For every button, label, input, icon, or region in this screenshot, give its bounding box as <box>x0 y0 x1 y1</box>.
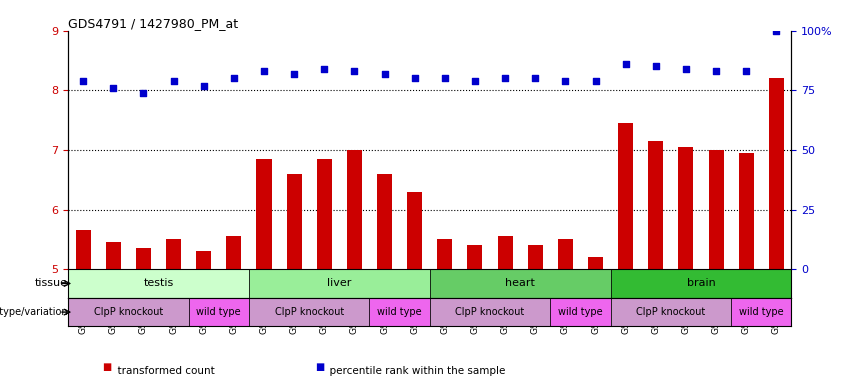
Text: percentile rank within the sample: percentile rank within the sample <box>323 366 505 376</box>
FancyBboxPatch shape <box>369 298 430 326</box>
Bar <box>437 239 453 269</box>
Text: ClpP knockout: ClpP knockout <box>94 307 163 317</box>
Point <box>288 71 301 77</box>
Bar <box>528 245 543 269</box>
FancyBboxPatch shape <box>248 298 369 326</box>
Point <box>679 66 693 72</box>
Text: brain: brain <box>687 278 716 288</box>
Bar <box>407 192 422 269</box>
Bar <box>709 150 723 269</box>
FancyBboxPatch shape <box>610 298 731 326</box>
Bar <box>618 123 633 269</box>
Bar <box>648 141 663 269</box>
Bar <box>106 242 121 269</box>
FancyBboxPatch shape <box>68 298 189 326</box>
Point <box>438 75 452 81</box>
Point <box>197 83 210 89</box>
Bar <box>678 147 694 269</box>
Point <box>408 75 421 81</box>
FancyBboxPatch shape <box>248 269 430 298</box>
Bar <box>76 230 91 269</box>
Point <box>106 85 120 91</box>
Point <box>347 68 361 74</box>
Text: liver: liver <box>327 278 351 288</box>
FancyBboxPatch shape <box>731 298 791 326</box>
Point <box>740 68 753 74</box>
Point <box>137 89 151 96</box>
Point <box>227 75 241 81</box>
Bar <box>347 150 362 269</box>
Point <box>528 75 542 81</box>
Text: wild type: wild type <box>558 307 603 317</box>
Bar <box>166 239 181 269</box>
FancyBboxPatch shape <box>610 269 791 298</box>
Text: testis: testis <box>143 278 174 288</box>
Text: ■: ■ <box>102 362 111 372</box>
Point <box>167 78 180 84</box>
FancyBboxPatch shape <box>430 298 551 326</box>
Text: GDS4791 / 1427980_PM_at: GDS4791 / 1427980_PM_at <box>68 17 238 30</box>
Point <box>558 78 572 84</box>
Bar <box>588 257 603 269</box>
Bar <box>467 245 483 269</box>
FancyBboxPatch shape <box>430 269 610 298</box>
Text: wild type: wild type <box>377 307 422 317</box>
Text: ■: ■ <box>315 362 324 372</box>
Bar <box>136 248 151 269</box>
Bar <box>739 153 754 269</box>
Text: ClpP knockout: ClpP knockout <box>455 307 525 317</box>
Text: heart: heart <box>505 278 535 288</box>
Bar <box>498 237 512 269</box>
Text: ClpP knockout: ClpP knockout <box>637 307 705 317</box>
Point <box>257 68 271 74</box>
Text: ClpP knockout: ClpP knockout <box>275 307 344 317</box>
Bar <box>558 239 573 269</box>
FancyBboxPatch shape <box>189 298 248 326</box>
Point <box>378 71 391 77</box>
Point <box>317 66 331 72</box>
Bar <box>768 78 784 269</box>
Point <box>769 28 783 34</box>
Text: transformed count: transformed count <box>111 366 214 376</box>
FancyBboxPatch shape <box>68 269 248 298</box>
Point <box>649 63 663 70</box>
FancyBboxPatch shape <box>551 298 610 326</box>
Bar <box>197 251 211 269</box>
Bar <box>256 159 271 269</box>
Bar <box>287 174 301 269</box>
Text: genotype/variation: genotype/variation <box>0 307 68 317</box>
Bar <box>377 174 392 269</box>
Point <box>468 78 482 84</box>
Point <box>709 68 722 74</box>
Text: tissue: tissue <box>35 278 68 288</box>
Text: wild type: wild type <box>739 307 784 317</box>
Point <box>499 75 512 81</box>
Text: wild type: wild type <box>197 307 241 317</box>
Bar <box>226 237 242 269</box>
Bar <box>317 159 332 269</box>
Point <box>77 78 90 84</box>
Point <box>619 61 632 67</box>
Point <box>589 78 603 84</box>
